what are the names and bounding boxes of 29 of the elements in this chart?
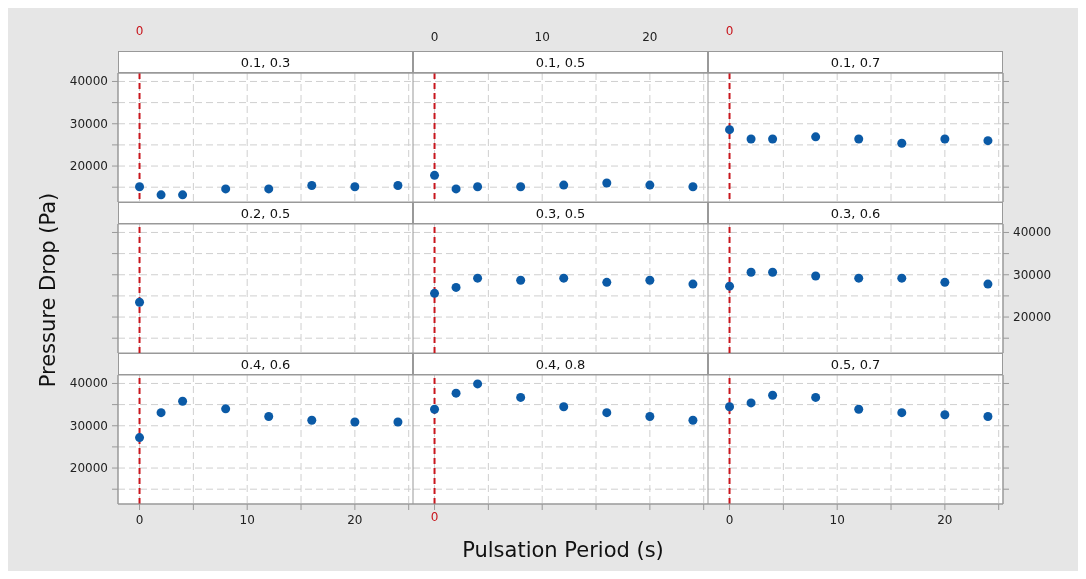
y-tick-label: 30000 <box>69 418 108 433</box>
chart-title: 0.1, 0.5 <box>413 51 708 73</box>
chart-title: 0.5, 0.7 <box>708 353 1003 375</box>
x-tick-label: 0 <box>725 513 734 527</box>
chart-title: 0.3, 0.6 <box>708 202 1003 224</box>
chart-title: 0.4, 0.8 <box>413 353 708 375</box>
y-tick-label: 30000 <box>69 116 108 131</box>
x-tick-label: 10 <box>239 513 255 527</box>
x-tick-label: 20 <box>347 513 363 527</box>
y-tick-label: 20000 <box>69 159 108 174</box>
y-tick-label: 20000 <box>69 461 108 476</box>
x-tick-label: 10 <box>829 513 845 527</box>
chart-title: 0.1, 0.3 <box>118 51 413 73</box>
x-tick-label: 10 <box>534 30 550 44</box>
y-tick-label: 20000 <box>1013 310 1052 325</box>
y-tick-label: 40000 <box>69 74 108 89</box>
x-tick-label: 0 <box>430 30 439 44</box>
x-tick-label: 20 <box>937 513 953 527</box>
y-tick-label: 40000 <box>1013 225 1052 240</box>
y-tick-label: 30000 <box>1013 267 1052 282</box>
x-axis-title: Pulsation Period (s) <box>462 538 664 562</box>
x-tick-label: 20 <box>642 30 658 44</box>
chart-title: 0.1, 0.7 <box>708 51 1003 73</box>
chart-title: 0.4, 0.6 <box>118 353 413 375</box>
chart-title: 0.3, 0.5 <box>413 202 708 224</box>
y-tick-label: 40000 <box>69 376 108 391</box>
chart-title: 0.2, 0.5 <box>118 202 413 224</box>
x-tick-label: 0 <box>135 513 144 527</box>
y-axis-title: Pressure Drop (Pa) <box>36 192 60 388</box>
